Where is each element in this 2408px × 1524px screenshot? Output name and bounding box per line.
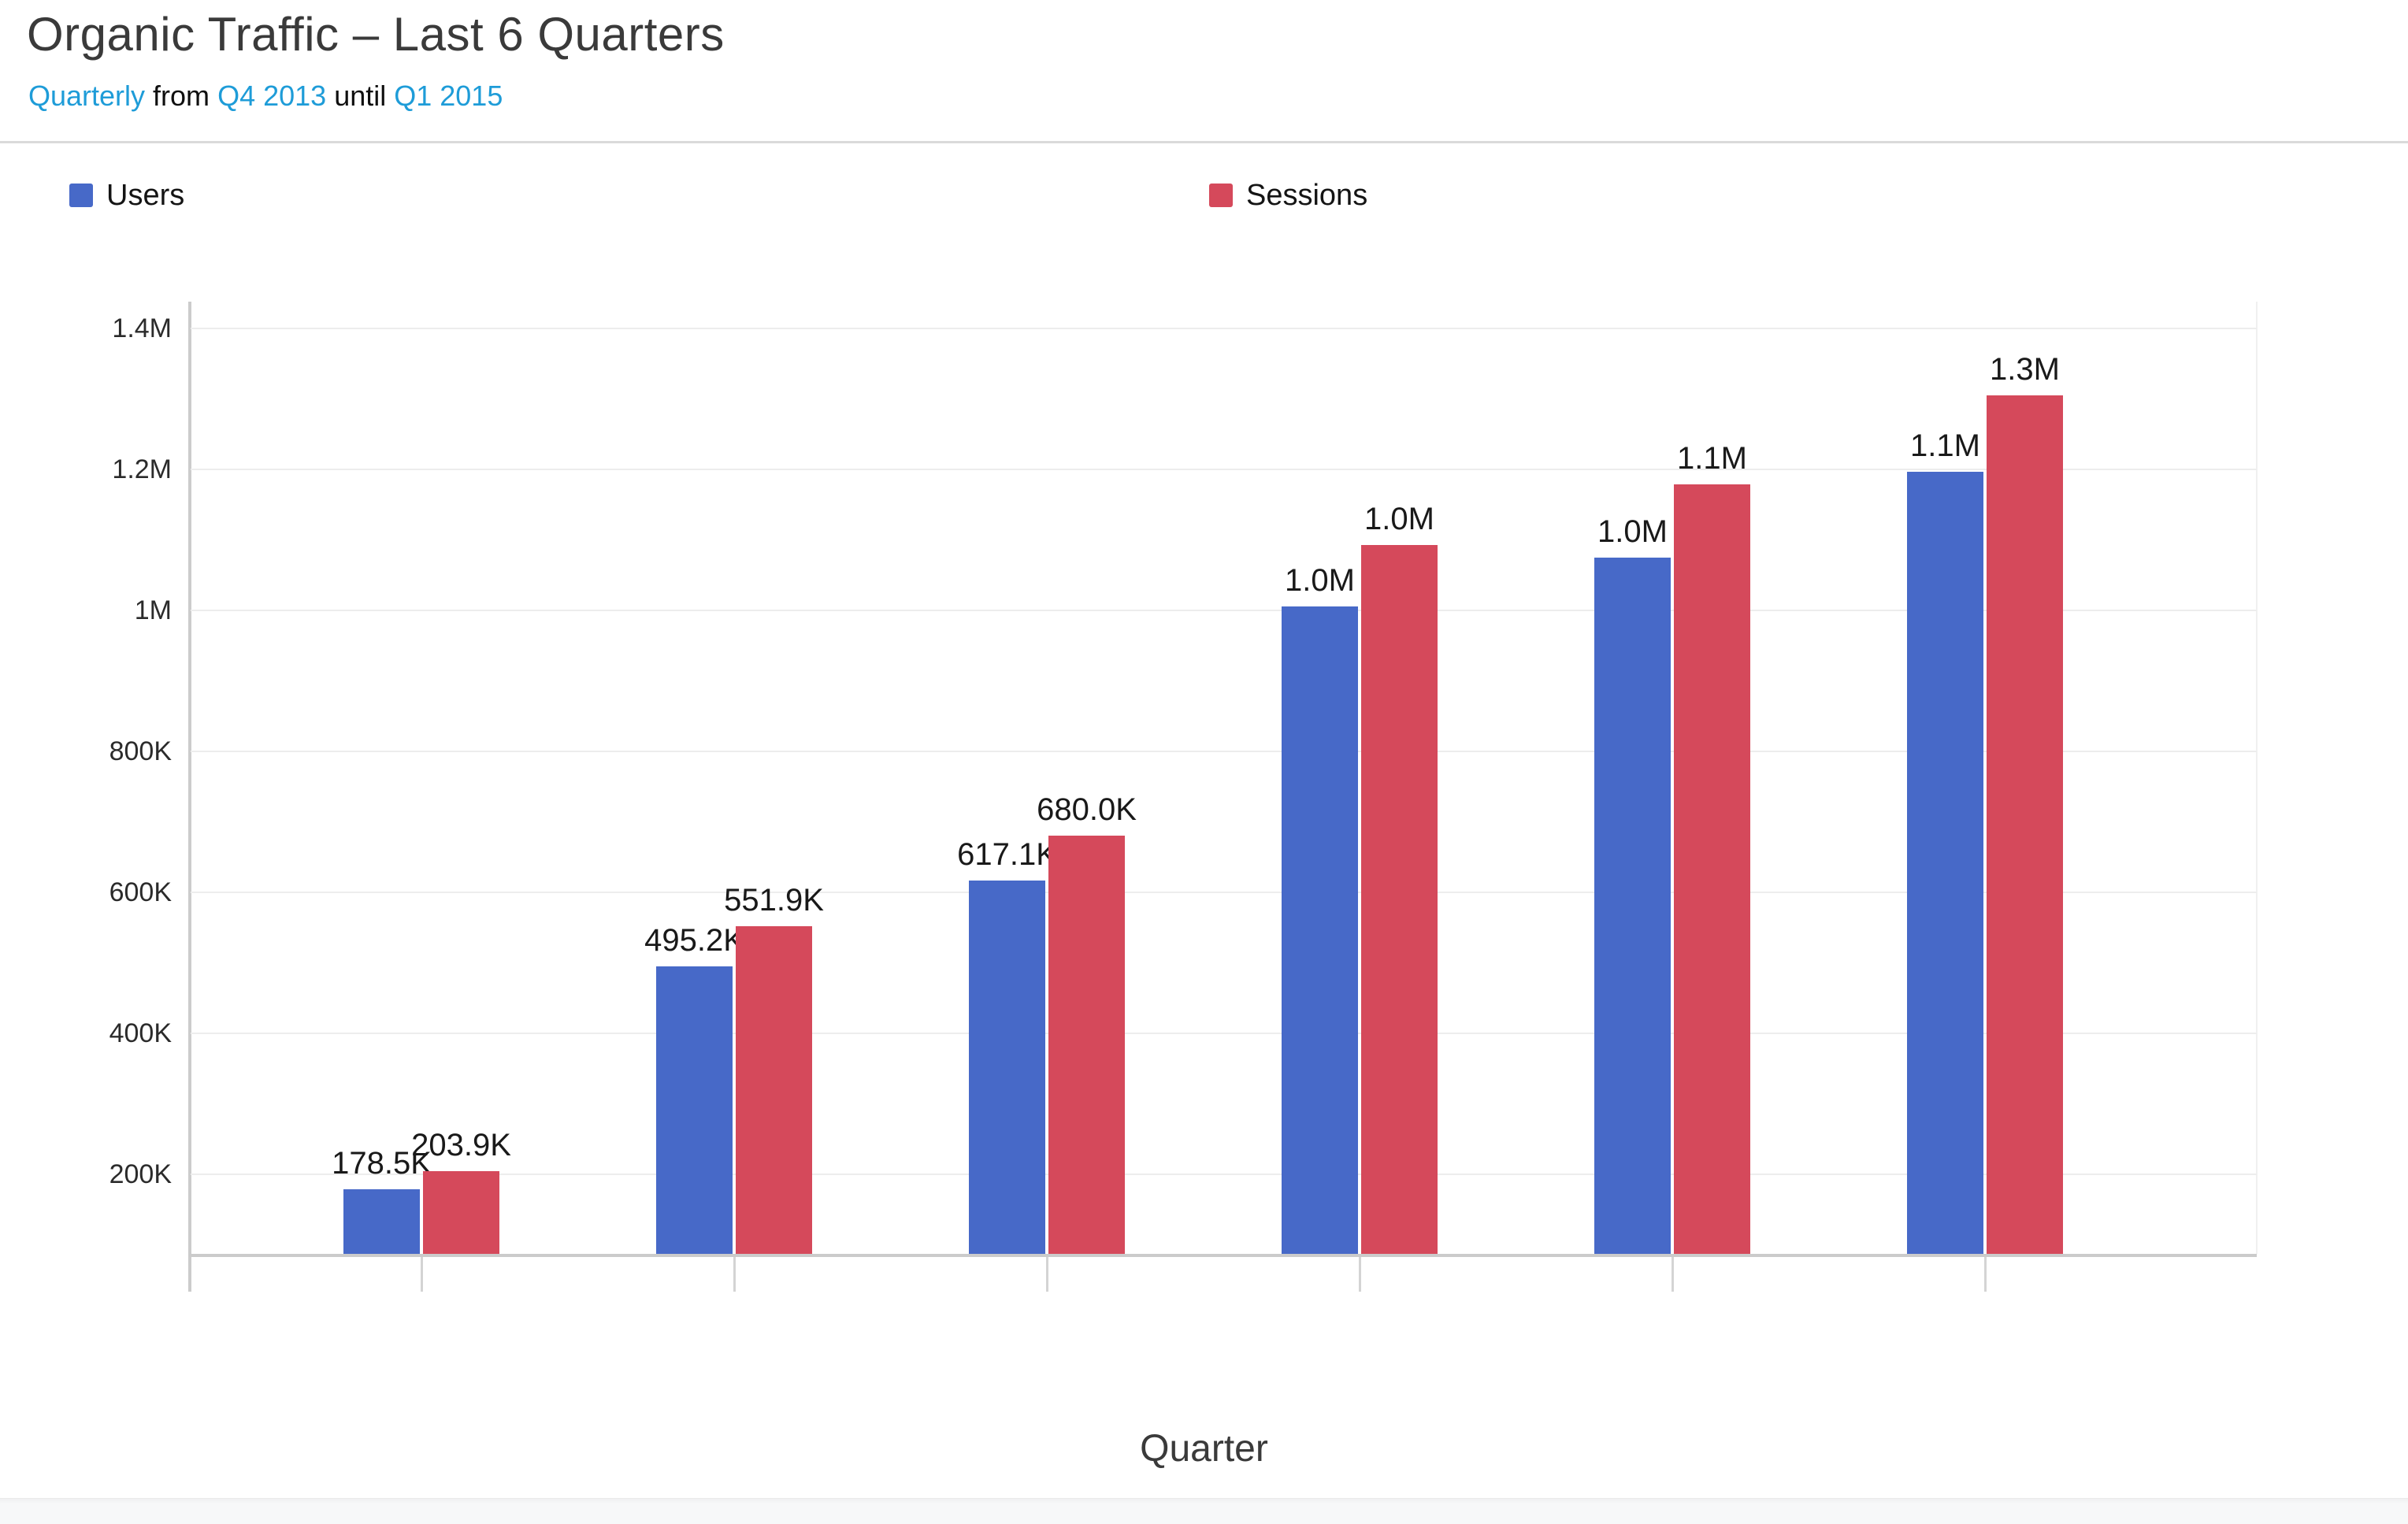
plot-right-border <box>2256 302 2258 1254</box>
value-label-sessions-q4-2014: 1.1M <box>1677 441 1747 476</box>
chart-subtitle: Quarterly from Q4 2013 until Q1 2015 <box>28 79 503 113</box>
bar-users-q1-2015[interactable] <box>1907 472 1983 1254</box>
value-label-sessions-q1-2014: 551.9K <box>724 883 824 918</box>
y-axis-label-600k: 600K <box>109 877 172 907</box>
sessions-color-swatch <box>1209 184 1233 207</box>
y-axis-label-400k: 400K <box>109 1018 172 1048</box>
value-label-sessions-q3-2014: 1.0M <box>1364 502 1434 536</box>
y-axis-label-1-2m: 1.2M <box>112 454 172 484</box>
subtitle-link[interactable]: Quarterly <box>28 80 146 112</box>
value-label-users-q4-2013: 178.5K <box>332 1146 432 1181</box>
x-axis-line <box>188 1254 2257 1257</box>
footer-strip <box>0 1498 2408 1524</box>
y-axis-label-1m: 1M <box>134 595 172 625</box>
value-label-sessions-q1-2015: 1.3M <box>1990 352 2060 387</box>
bar-sessions-q2-2014[interactable] <box>1048 836 1125 1254</box>
x-axis-tick-q2-2014 <box>1046 1257 1048 1292</box>
plot-area: 200K400K600K800K1M1.2M1.4M178.5K203.9KQ4… <box>109 302 2258 1292</box>
gridline-800k <box>191 750 2257 752</box>
value-label-users-q1-2015: 1.1M <box>1910 428 1980 463</box>
x-axis-tick-q4-2014 <box>1672 1257 1674 1292</box>
y-axis-label-800k: 800K <box>109 736 172 766</box>
y-axis-label-1-4m: 1.4M <box>112 313 172 343</box>
bar-users-q2-2014[interactable] <box>969 881 1045 1254</box>
bar-sessions-q4-2013[interactable] <box>423 1171 499 1254</box>
subtitle-link[interactable]: Q4 2013 <box>217 80 327 112</box>
subtitle-text: until <box>326 80 395 112</box>
gridline-1-2m <box>191 468 2257 470</box>
bar-users-q4-2013[interactable] <box>343 1189 420 1254</box>
gridline-200k <box>191 1173 2257 1175</box>
bar-users-q4-2014[interactable] <box>1594 558 1671 1254</box>
gridline-400k <box>191 1032 2257 1034</box>
legend-item-users[interactable]: Users <box>69 178 184 213</box>
value-label-sessions-q4-2013: 203.9K <box>411 1128 511 1162</box>
bar-sessions-q4-2014[interactable] <box>1674 484 1750 1254</box>
users-color-swatch <box>69 184 93 207</box>
legend: Users Sessions <box>0 178 2408 213</box>
subtitle-link[interactable]: Q1 2015 <box>394 80 503 112</box>
x-axis-tick-q4-2013 <box>421 1257 423 1292</box>
chart-title: Organic Traffic – Last 6 Quarters <box>27 8 725 61</box>
gridline-1m <box>191 609 2257 611</box>
legend-item-sessions[interactable]: Sessions <box>1209 178 1367 213</box>
gridline-600k <box>191 891 2257 893</box>
legend-label-sessions: Sessions <box>1246 179 1368 212</box>
y-axis-label-200k: 200K <box>109 1159 172 1189</box>
x-axis-tick-q1-2014 <box>733 1257 736 1292</box>
bar-sessions-q1-2014[interactable] <box>736 926 812 1254</box>
bar-sessions-q3-2014[interactable] <box>1361 545 1438 1254</box>
value-label-users-q1-2014: 495.2K <box>644 923 744 958</box>
value-label-sessions-q2-2014: 680.0K <box>1037 792 1137 827</box>
x-axis-tick-q3-2014 <box>1359 1257 1361 1292</box>
gridline-1-4m <box>191 327 2257 329</box>
bar-users-q3-2014[interactable] <box>1282 606 1358 1254</box>
x-axis-title: Quarter <box>1140 1428 1268 1470</box>
value-label-users-q3-2014: 1.0M <box>1285 563 1355 598</box>
y-axis-line <box>188 302 191 1292</box>
header-divider <box>0 141 2408 143</box>
value-label-users-q4-2014: 1.0M <box>1597 514 1668 549</box>
bar-users-q1-2014[interactable] <box>656 966 733 1254</box>
bar-sessions-q1-2015[interactable] <box>1987 395 2063 1254</box>
legend-label-users: Users <box>106 179 185 212</box>
value-label-users-q2-2014: 617.1K <box>957 837 1057 872</box>
x-axis-tick-q1-2015 <box>1984 1257 1987 1292</box>
subtitle-text: from <box>145 80 218 112</box>
